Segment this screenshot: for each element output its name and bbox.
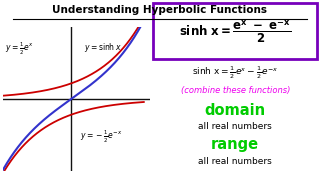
Text: $\mathbf{sinh\ x = \dfrac{e^{x}\ -\ e^{-x}}{2}}$: $\mathbf{sinh\ x = \dfrac{e^{x}\ -\ e^{-… — [179, 18, 291, 45]
Text: Understanding Hyperbolic Functions: Understanding Hyperbolic Functions — [52, 5, 268, 15]
Text: $\mathrm{sinh\ x} = \frac{1}{2}e^{x} - \frac{1}{2}e^{-x}$: $\mathrm{sinh\ x} = \frac{1}{2}e^{x} - \… — [192, 65, 278, 81]
Text: $y = \frac{1}{2}e^{x}$: $y = \frac{1}{2}e^{x}$ — [5, 41, 34, 57]
FancyBboxPatch shape — [153, 3, 317, 59]
Text: range: range — [211, 137, 259, 152]
Text: (combine these functions): (combine these functions) — [180, 86, 290, 95]
Text: all real numbers: all real numbers — [198, 158, 272, 166]
Text: $y = -\frac{1}{2}e^{-x}$: $y = -\frac{1}{2}e^{-x}$ — [80, 129, 123, 145]
Text: all real numbers: all real numbers — [198, 122, 272, 131]
Text: $y = \sinh x$: $y = \sinh x$ — [84, 41, 122, 54]
Text: domain: domain — [204, 103, 266, 118]
